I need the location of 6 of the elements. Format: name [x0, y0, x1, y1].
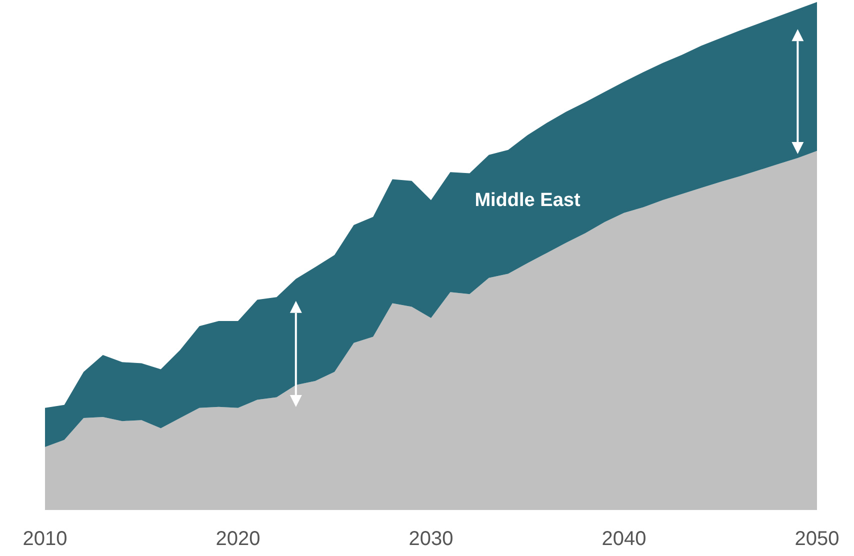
x-tick-label: 2030: [408, 528, 454, 550]
x-tick-label: 2040: [602, 528, 646, 550]
x-tick-label: 2020: [216, 528, 260, 550]
x-tick-label: 2050: [794, 528, 840, 550]
x-tick-label: 2010: [22, 528, 68, 550]
series-label: Middle East: [474, 190, 581, 211]
